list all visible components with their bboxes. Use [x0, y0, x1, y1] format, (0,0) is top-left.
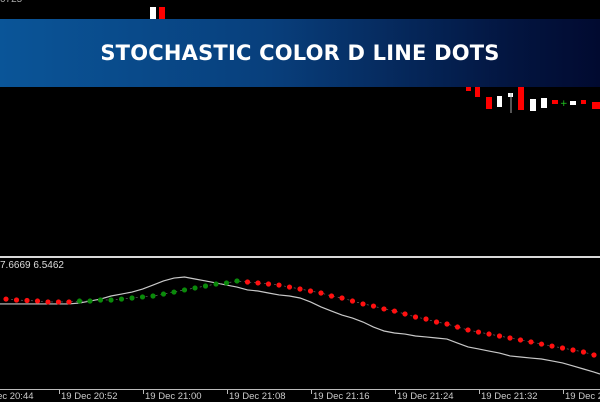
candle [581, 100, 586, 104]
d-dot-down [360, 301, 366, 307]
d-dot-down [538, 341, 545, 347]
candle [530, 99, 536, 111]
svg-text:+: + [560, 99, 568, 109]
d-dot-down [297, 286, 303, 292]
d-dot-down [423, 316, 429, 322]
d-dot-down [349, 298, 356, 304]
d-dot-up [171, 289, 177, 295]
title-banner: STOCHASTIC COLOR D LINE DOTS [0, 19, 600, 87]
d-dot-up [108, 297, 114, 303]
candle [518, 87, 524, 110]
time-tick [479, 390, 480, 394]
candles: + [150, 7, 600, 113]
d-line [5, 280, 595, 356]
d-dot-up [150, 293, 156, 299]
window-separator[interactable] [0, 256, 600, 258]
stochastic-subwindow[interactable] [0, 258, 600, 389]
d-dot-down [391, 308, 398, 314]
time-tick [311, 390, 312, 394]
d-dot-up [139, 294, 146, 300]
d-dot-down [475, 329, 482, 335]
d-dot-down [412, 314, 419, 320]
d-dot-down [444, 321, 450, 327]
time-label: 19 Dec 21:32 [481, 391, 538, 402]
d-dot-down [580, 349, 587, 355]
candle [552, 100, 558, 104]
time-label: 19 Dec 21:00 [145, 391, 202, 402]
d-dot-down [496, 333, 503, 339]
d-dot-down [528, 339, 534, 345]
price-label: 0725 [0, 0, 22, 5]
d-dot-down [339, 295, 345, 301]
banner-title: STOCHASTIC COLOR D LINE DOTS [100, 41, 500, 65]
d-dot-down [381, 306, 387, 312]
d-dot-down [328, 293, 335, 299]
candle [592, 102, 600, 109]
time-tick [59, 390, 60, 394]
d-dot-up [97, 297, 104, 303]
time-tick [563, 390, 564, 394]
candle [497, 96, 502, 107]
candle [486, 97, 492, 109]
candle [159, 7, 165, 19]
time-tick [143, 390, 144, 394]
d-dot-down [244, 279, 251, 285]
d-dot-down [549, 343, 555, 349]
time-axis: 19 Dec 20:44 19 Dec 20:52 19 Dec 21:00 19 D… [0, 389, 600, 402]
d-dot-down [276, 282, 282, 288]
price-chart[interactable]: + [0, 0, 600, 255]
time-label: 19 Dec 20:44 [0, 391, 34, 402]
d-dot-down [570, 347, 576, 353]
d-dot-down [433, 319, 440, 325]
d-dot-up [192, 285, 198, 291]
candle [150, 7, 156, 19]
k-line [0, 276, 600, 375]
candle [541, 98, 547, 108]
candle [466, 87, 471, 91]
time-label: 19 Dec 21:08 [229, 391, 286, 402]
d-dot-down [454, 324, 461, 330]
candle [570, 101, 576, 105]
d-dot-down [286, 284, 293, 290]
d-dot-up [213, 281, 219, 287]
d-dot-down [255, 280, 261, 286]
d-dot-up [129, 295, 135, 301]
time-label: 19 Dec 21:24 [397, 391, 454, 402]
d-dot-down [517, 337, 524, 343]
d-dot-down [318, 290, 324, 296]
d-dot-down [55, 299, 62, 305]
d-dot-down [66, 299, 72, 305]
d-dot-up [76, 298, 83, 304]
candle [475, 87, 480, 97]
d-dot-down [13, 297, 20, 303]
d-dot-down [45, 299, 51, 305]
d-dot-down [486, 331, 492, 337]
d-dot-up [181, 287, 188, 293]
d-dot-down [402, 311, 408, 317]
d-dot-down [3, 296, 9, 302]
time-tick [227, 390, 228, 394]
d-dot-down [34, 298, 41, 304]
d-dot-down [265, 281, 272, 287]
d-dot-up [118, 296, 125, 302]
d-dot-up [160, 291, 167, 297]
d-dot-down [559, 345, 566, 351]
d-dot-down [507, 335, 513, 341]
d-dot-down [591, 352, 597, 358]
time-tick [395, 390, 396, 394]
d-dot-up [234, 278, 240, 284]
d-dot-down [465, 327, 471, 333]
d-dot-down [307, 288, 314, 294]
d-dot-up [223, 280, 230, 286]
d-dot-down [370, 303, 377, 309]
time-label: 19 Dec 21:16 [313, 391, 370, 402]
time-label: 19 Dec 20:52 [61, 391, 118, 402]
d-dot-down [24, 297, 30, 304]
indicator-values: 7.6669 6.5462 [0, 260, 64, 271]
d-dot-up [87, 298, 93, 304]
d-dot-up [202, 283, 209, 289]
time-label: 19 Dec 21:40 [565, 391, 600, 402]
